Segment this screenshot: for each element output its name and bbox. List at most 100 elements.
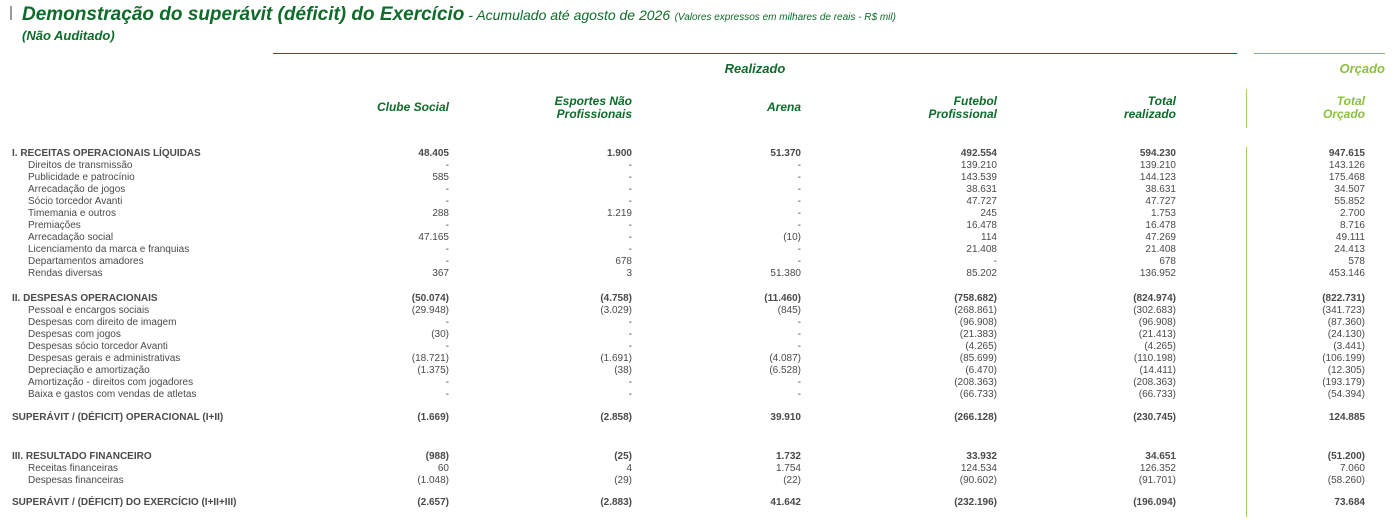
col-clube-social-value: 48.405 — [418, 148, 449, 159]
col-futebol-value: (4.265) — [965, 341, 997, 352]
col-total-orcado-value: 73.684 — [1334, 497, 1365, 508]
table-row: I. RECEITAS OPERACIONAIS LÍQUIDAS 48.405 1… — [0, 148, 1395, 160]
table-row: Timemania e outros 288 1.219 - 245 1.753 2.700 — [0, 208, 1395, 220]
table-row: Arrecadação social 47.165 - (10) 114 47.269 49… — [0, 232, 1395, 244]
col-futebol-value: 492.554 — [960, 148, 997, 159]
col-clube-social-value: (30) — [431, 329, 449, 340]
col-arena-value: - — [797, 184, 801, 195]
col-total-realizado-value: (824.974) — [1133, 293, 1176, 304]
col-arena-value: - — [797, 220, 801, 231]
col-arena-value: - — [797, 341, 801, 352]
col-futebol-value: 124.534 — [960, 463, 997, 474]
col-futebol-value: 143.539 — [960, 172, 997, 183]
col-esportes-value: 1.219 — [606, 208, 632, 219]
col-clube-social-value: - — [445, 220, 449, 231]
table-row: Premiações - - - 16.478 16.478 8.716 — [0, 220, 1395, 232]
col-arena-value: 41.642 — [770, 497, 801, 508]
col-total-realizado-value: 144.123 — [1139, 172, 1176, 183]
table-row: Departamentos amadores - 678 - - 678 578 — [0, 256, 1395, 268]
col-total-realizado-value: 34.651 — [1145, 451, 1176, 462]
col-futebol-value: (90.602) — [959, 475, 997, 486]
col-total-realizado-value: 47.727 — [1145, 196, 1176, 207]
table-row: Receitas financeiras 60 4 1.754 124.534 126.3… — [0, 463, 1395, 475]
col-esportes-value: (2.858) — [600, 412, 632, 423]
row-label: Pessoal e encargos sociais — [28, 305, 150, 316]
col-total-realizado-value: (302.683) — [1133, 305, 1176, 316]
col-futebol-value: (66.733) — [959, 389, 997, 400]
col-arena-value: (11.460) — [764, 293, 801, 304]
row-label: Amortização - direitos com jogadores — [28, 377, 194, 388]
row-label: Timemania e outros — [28, 208, 116, 219]
col-clube-social-header: Clube Social — [376, 100, 449, 114]
col-total-realizado-value: 126.352 — [1139, 463, 1176, 474]
col-esportes-value: - — [628, 244, 632, 255]
col-esportes-value: - — [628, 232, 632, 243]
col-arena-value: - — [797, 160, 801, 171]
col-total-orcado-value: 124.885 — [1328, 412, 1365, 423]
col-esportes-value: - — [628, 184, 632, 195]
row-label: Departamentos amadores — [28, 256, 144, 267]
col-futebol-value: 38.631 — [966, 184, 997, 195]
col-total-realizado-value: (110.198) — [1133, 353, 1176, 364]
col-esportes-value: 4 — [626, 463, 632, 474]
row-label: Despesas financeiras — [28, 475, 124, 486]
col-futebol-value: - — [993, 256, 997, 267]
table-row: III. RESULTADO FINANCEIRO (988) (25) 1.732 3… — [0, 451, 1395, 463]
row-label: III. RESULTADO FINANCEIRO — [12, 451, 152, 462]
col-clube-social-value: (2.657) — [417, 497, 449, 508]
col-clube-social-value: 60 — [437, 463, 449, 474]
table-row: Amortização - direitos com jogadores - - - (… — [0, 377, 1395, 389]
row-label: SUPERÁVIT / (DÉFICIT) DO EXERCÍCIO (I+II… — [12, 497, 237, 508]
row-label: Despesas com jogos — [28, 329, 121, 340]
col-total-realizado-value: 139.210 — [1139, 160, 1176, 171]
report-title-units: (Valores expressos em milhares de reais … — [674, 12, 896, 23]
col-total-orcado-value: (193.179) — [1322, 377, 1365, 388]
table-row: SUPERÁVIT / (DÉFICIT) DO EXERCÍCIO (I+II… — [0, 497, 1395, 509]
col-clube-social-value: (50.074) — [411, 293, 449, 304]
col-futebol-value: (21.383) — [959, 329, 997, 340]
col-clube-social-value: - — [445, 341, 449, 352]
table-row: Despesas com direito de imagem - - - (96.908… — [0, 317, 1395, 329]
col-clube-social-value: - — [445, 184, 449, 195]
col-arena-value: 51.370 — [770, 148, 801, 159]
row-label: Arrecadação de jogos — [28, 184, 126, 195]
row-label: Licenciamento da marca e franquias — [28, 244, 190, 255]
col-futebol-value: 33.932 — [966, 451, 997, 462]
col-futebol-value: 85.202 — [966, 268, 997, 279]
table-row: Arrecadação de jogos - - - 38.631 38.631 34.50… — [0, 184, 1395, 196]
col-total-realizado-value: (4.265) — [1144, 341, 1176, 352]
row-label: Publicidade e patrocínio — [28, 172, 135, 183]
row-label: Baixa e gastos com vendas de atletas — [28, 389, 197, 400]
col-clube-social-value: (988) — [425, 451, 449, 462]
table-row: SUPERÁVIT / (DÉFICIT) OPERACIONAL (I+II)… — [0, 412, 1395, 424]
col-futebol-value: 47.727 — [966, 196, 997, 207]
col-futebol-value: (758.682) — [954, 293, 997, 304]
col-clube-social-value: - — [445, 196, 449, 207]
col-total-orcado-value: 578 — [1348, 256, 1365, 267]
col-total-orcado-value: 49.111 — [1335, 232, 1365, 243]
table-row: Rendas diversas 367 3 51.380 85.202 136.952 45… — [0, 268, 1395, 280]
col-total-orcado-value: (822.731) — [1322, 293, 1365, 304]
row-label: Despesas com direito de imagem — [28, 317, 177, 328]
col-total-realizado-value: (21.413) — [1138, 329, 1176, 340]
col-total-orcado-value: (12.305) — [1327, 365, 1365, 376]
col-arena-value: 51.380 — [770, 268, 801, 279]
col-clube-social-value: 288 — [432, 208, 449, 219]
table-row: Despesas financeiras (1.048) (29) (22) (90.6… — [0, 475, 1395, 487]
col-total-orcado-value: 34.507 — [1334, 184, 1365, 195]
col-esportes-value: (29) — [614, 475, 632, 486]
table-row: Pessoal e encargos sociais (29.948) (3.029… — [0, 305, 1395, 317]
col-total-orcado-value: 8.716 — [1339, 220, 1365, 231]
col-clube-social-value: (1.669) — [417, 412, 449, 423]
col-arena-value: - — [797, 329, 801, 340]
col-esportes-value: (25) — [614, 451, 632, 462]
col-total-realizado-value: 678 — [1159, 256, 1176, 267]
col-clube-social-value: - — [445, 160, 449, 171]
col-arena-value: - — [797, 208, 801, 219]
row-label: SUPERÁVIT / (DÉFICIT) OPERACIONAL (I+II) — [12, 412, 224, 423]
col-total-orcado-value: 2.700 — [1339, 208, 1365, 219]
col-total-realizado-value: (208.363) — [1133, 377, 1176, 388]
col-esportes-value: (1.691) — [600, 353, 632, 364]
col-arena-value: - — [797, 244, 801, 255]
realizado-rule — [273, 53, 1237, 54]
